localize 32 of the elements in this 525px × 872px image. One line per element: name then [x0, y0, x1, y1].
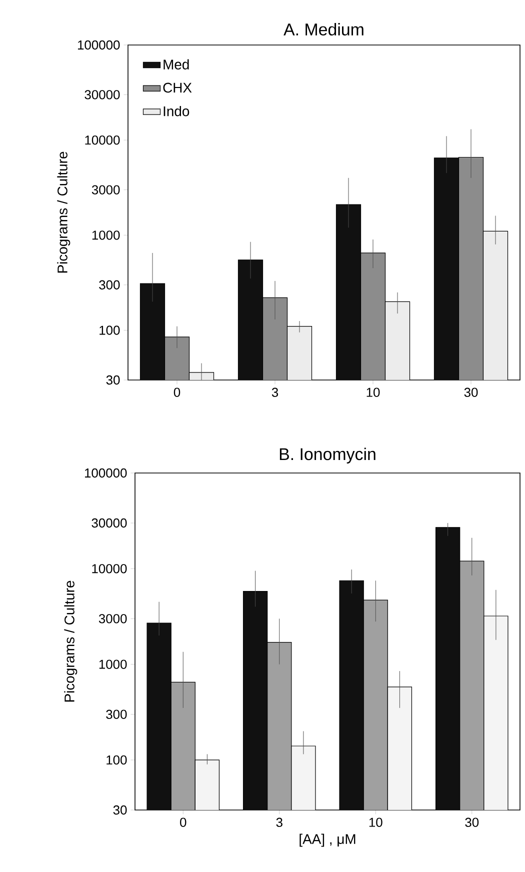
y-tick-label: 30 [106, 375, 120, 385]
legend-label: Indo [164, 106, 190, 116]
x-tick-label: 0 [174, 388, 180, 397]
legend-label: Med [164, 59, 189, 70]
y-tick-label: 10000 [85, 135, 120, 145]
y-tick-label: 100000 [78, 40, 120, 50]
x-axis-title: [AA] , μM [300, 834, 356, 847]
y-tick-label: 100 [100, 326, 120, 335]
y-tick-label: 3000 [92, 185, 120, 194]
y-axis-title: Picograms / Culture [57, 152, 70, 273]
legend-label: CHX [163, 82, 192, 93]
x-tick-label: 10 [369, 818, 382, 827]
y-tick-label: 30 [113, 805, 127, 815]
x-tick-label: 3 [276, 818, 282, 827]
y-tick-label: 3000 [98, 614, 127, 624]
y-tick-label: 1000 [92, 230, 120, 240]
x-tick-label: 30 [464, 388, 478, 397]
x-tick-label: 0 [180, 818, 186, 827]
x-tick-label: 30 [465, 818, 479, 827]
y-tick-label: 10000 [92, 564, 127, 574]
y-tick-label: 300 [106, 710, 127, 719]
x-tick-label: 10 [366, 388, 380, 397]
y-tick-label: 30000 [92, 518, 127, 528]
y-tick-label: 300 [99, 280, 120, 290]
y-tick-label: 30000 [84, 90, 120, 100]
y-tick-label: 100000 [84, 468, 127, 478]
chart-title: A. Medium [284, 23, 364, 36]
x-tick-label: 3 [272, 388, 278, 397]
y-tick-label: 1000 [99, 660, 127, 669]
y-axis-title: Picograms / Culture [64, 580, 78, 702]
y-tick-label: 100 [106, 755, 127, 765]
chart-title: B. Ionomycin [280, 448, 376, 464]
